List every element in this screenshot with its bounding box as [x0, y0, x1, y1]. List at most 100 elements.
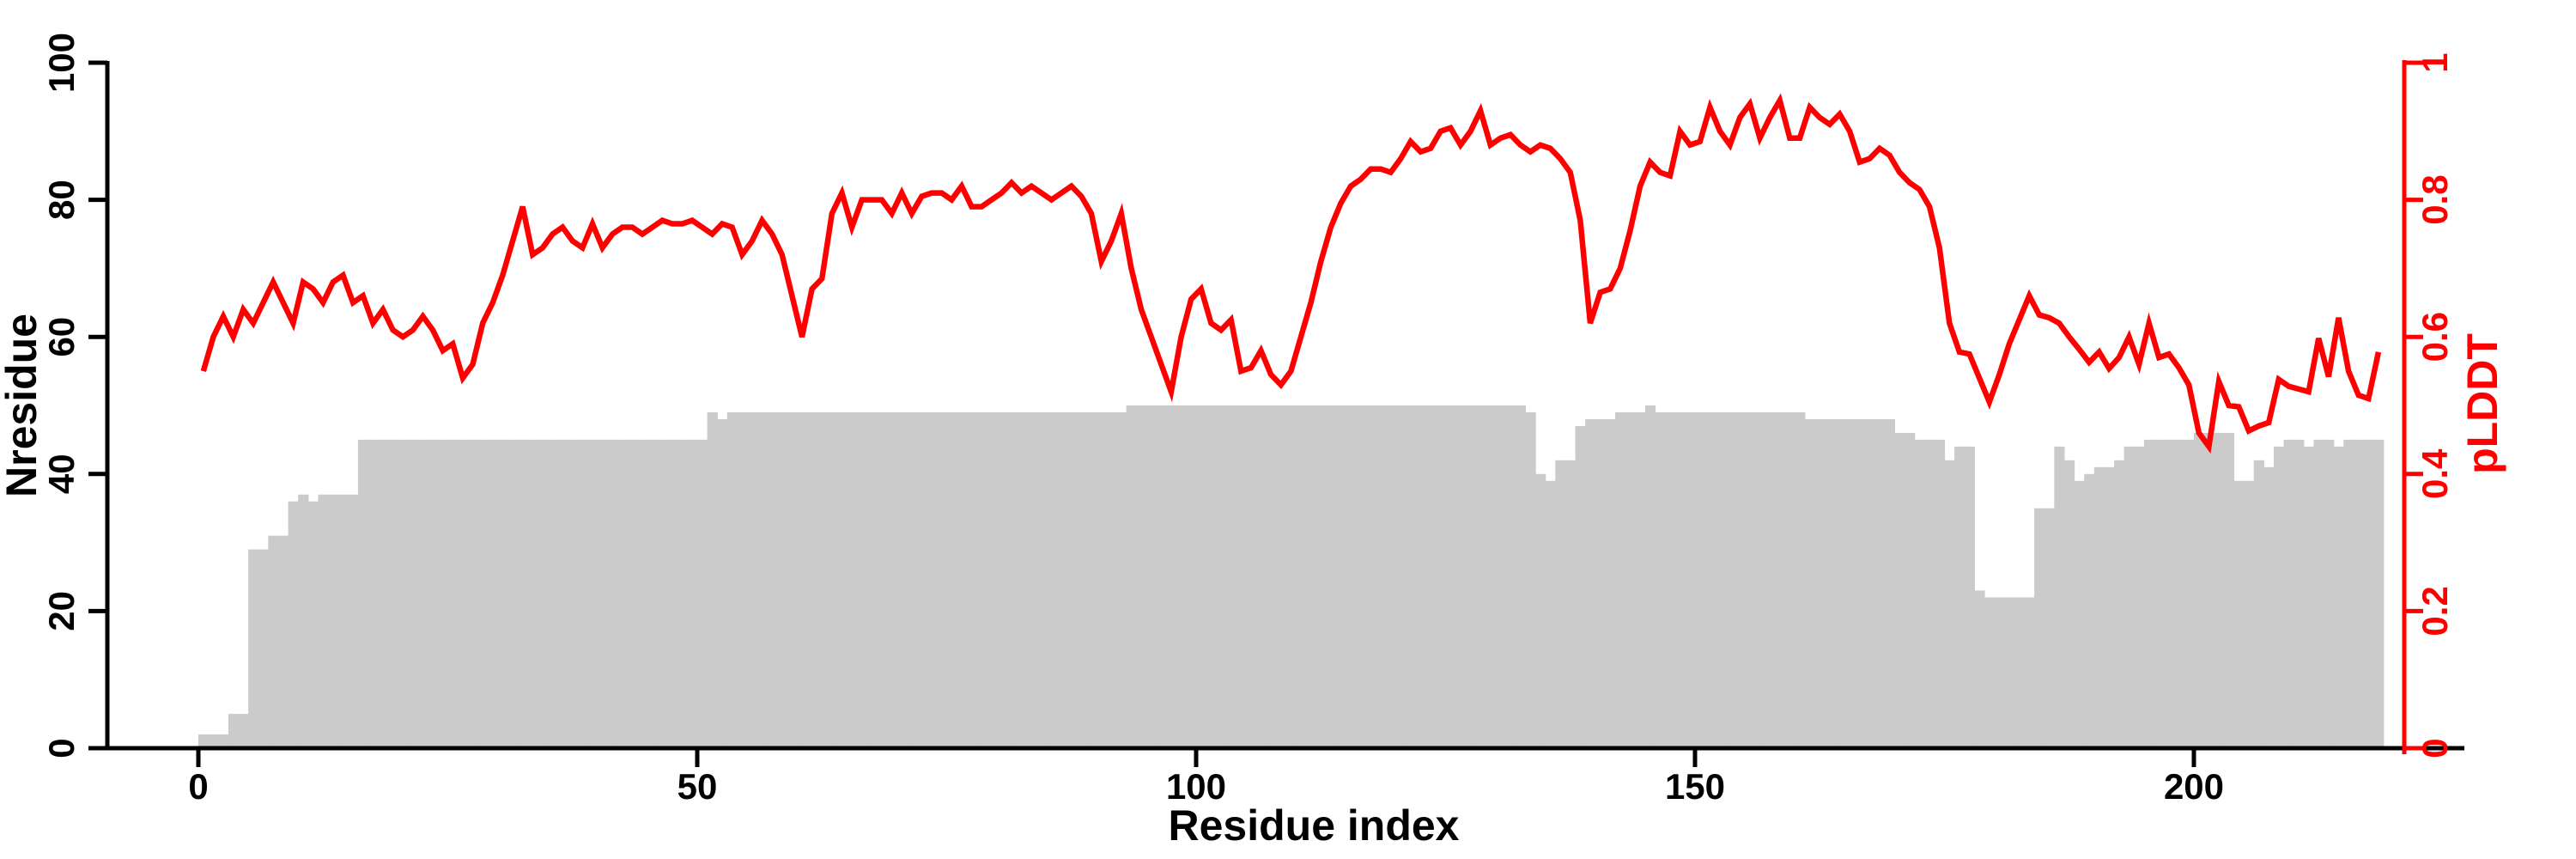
nresidue-bar — [2223, 432, 2235, 748]
nresidue-bar — [497, 439, 508, 748]
nresidue-bar — [2233, 480, 2245, 748]
nresidue-bar — [916, 411, 927, 748]
nresidue-bar — [817, 411, 828, 748]
nresidue-bar — [2244, 480, 2255, 748]
x-tick-label: 200 — [2164, 766, 2224, 807]
nresidue-bar — [258, 549, 269, 748]
nresidue-bar — [2074, 480, 2085, 748]
plddt-line — [200, 93, 2382, 454]
nresidue-bar — [797, 411, 808, 748]
nresidue-axis: 0 20 40 60 80 100 — [41, 33, 110, 758]
nresidue-bar — [1665, 411, 1676, 748]
nresidue-bar — [2104, 466, 2115, 748]
y-axis-title: Nresidue — [0, 314, 46, 497]
nresidue-bar — [1745, 411, 1756, 748]
nresidue-bar — [2363, 439, 2374, 748]
nresidue-bar — [1435, 405, 1447, 748]
x-axis-title: Residue index — [1169, 801, 1460, 850]
nresidue-bar — [1735, 411, 1746, 748]
nresidue-bar — [357, 439, 369, 748]
nresidue-bar — [2054, 446, 2065, 748]
nresidue-bar — [907, 411, 918, 748]
nresidue-bars — [198, 405, 2385, 748]
nresidue-bar — [1994, 597, 2005, 748]
nresidue-bar — [1096, 411, 1108, 748]
nresidue-bar — [2283, 439, 2294, 748]
nresidue-bar — [1036, 411, 1048, 748]
nresidue-bar — [1225, 405, 1237, 748]
nresidue-bar — [2173, 439, 2184, 748]
nresidue-bar — [268, 535, 279, 748]
nresidue-bar — [1924, 439, 1935, 748]
nresidue-bar — [1425, 405, 1437, 748]
nresidue-bar — [1016, 411, 1028, 748]
nresidue-bar — [348, 494, 359, 748]
nresidue-bar — [1655, 411, 1666, 748]
y-tick-label: 20 — [41, 591, 82, 631]
nresidue-bar — [467, 439, 478, 748]
nresidue-bar — [208, 734, 219, 748]
nresidue-bar — [1475, 405, 1486, 748]
nresidue-bar — [2154, 439, 2165, 748]
nresidue-bar — [787, 411, 798, 748]
nresidue-bar — [836, 411, 848, 748]
nresidue-bar — [277, 535, 289, 748]
nresidue-bar — [1455, 405, 1467, 748]
nresidue-bar — [1196, 405, 1207, 748]
nresidue-bar — [218, 734, 229, 748]
nresidue-bar — [387, 439, 398, 748]
nresidue-bar — [587, 439, 598, 748]
nresidue-bar — [1784, 411, 1795, 748]
nresidue-bar — [657, 439, 668, 748]
nresidue-bar — [1535, 473, 1546, 748]
nresidue-bar — [2273, 446, 2285, 748]
nresidue-bar — [617, 439, 629, 748]
nresidue-bar — [2014, 597, 2026, 748]
nresidue-bar — [946, 411, 957, 748]
nresidue-bar — [2024, 597, 2035, 748]
nresidue-bar — [1575, 425, 1586, 748]
nresidue-bar — [477, 439, 489, 748]
nresidue-bar — [2134, 446, 2145, 748]
nresidue-bar — [866, 411, 878, 748]
nresidue-bar — [1834, 418, 1845, 748]
nresidue-bar — [238, 714, 249, 748]
x-tick-label: 0 — [188, 766, 208, 807]
nresidue-bar — [1126, 405, 1137, 748]
nresidue-bar — [1724, 411, 1736, 748]
nresidue-bar — [1704, 411, 1716, 748]
nresidue-bar — [2214, 432, 2225, 748]
nresidue-bar — [756, 411, 768, 748]
nresidue-bar — [677, 439, 688, 748]
nresidue-bar — [337, 494, 349, 748]
nresidue-bar — [1695, 411, 1706, 748]
nresidue-bar — [1814, 418, 1826, 748]
nresidue-bar — [428, 439, 439, 748]
nresidue-bar — [637, 439, 648, 748]
nresidue-bar — [976, 411, 987, 748]
plddt-tick-label: 0.4 — [2415, 448, 2455, 499]
nresidue-bar — [1076, 411, 1087, 748]
nresidue-bar — [1944, 460, 1955, 748]
y-tick-label: 100 — [41, 33, 82, 93]
nresidue-bar — [1246, 405, 1257, 748]
nresidue-bar — [228, 714, 240, 748]
nresidue-bar — [1156, 405, 1167, 748]
nresidue-bar — [607, 439, 618, 748]
nresidue-bar — [2184, 439, 2195, 748]
nresidue-bar — [288, 501, 299, 748]
nresidue-bar — [2004, 597, 2015, 748]
nresidue-bar — [368, 439, 379, 748]
nresidue-bar — [298, 494, 309, 748]
nresidue-bar — [1844, 418, 1856, 748]
y-tick-label: 80 — [41, 180, 82, 220]
nresidue-bar — [1485, 405, 1497, 748]
nresidue-bar — [896, 411, 908, 748]
nresidue-bar — [1914, 439, 1925, 748]
nresidue-bar — [1954, 446, 1965, 748]
nresidue-bar — [1974, 590, 1985, 748]
nresidue-bar — [517, 439, 529, 748]
nresidue-bar — [597, 439, 609, 748]
nresidue-bar — [2293, 439, 2305, 748]
nresidue-bar — [557, 439, 568, 748]
